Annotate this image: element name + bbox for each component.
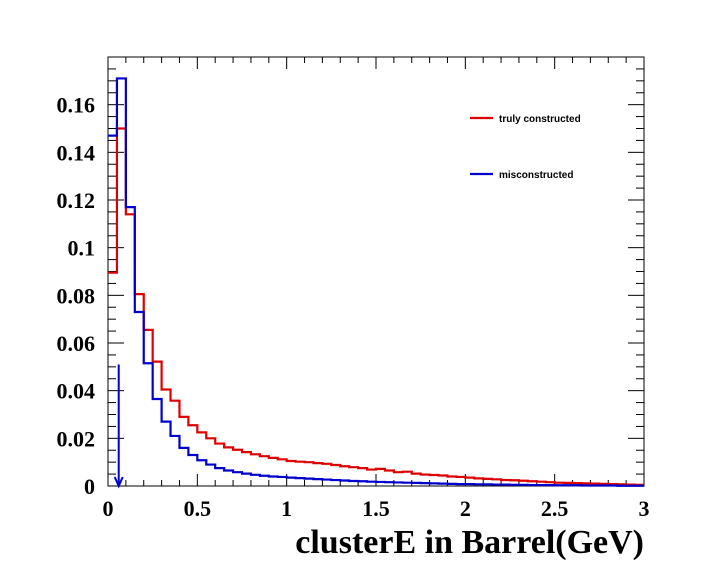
x-axis-title: clusterE in Barrel(GeV): [295, 524, 644, 561]
legend-label: truly constructed: [499, 114, 581, 125]
y-tick-label: 0.06: [57, 331, 96, 356]
x-tick-label: 2.5: [541, 496, 569, 521]
x-tick-label: 1.5: [362, 496, 390, 521]
x-tick-label: 3: [639, 496, 650, 521]
y-tick-label: 0.16: [57, 93, 96, 118]
tick-labels: 0 0.5 1 1.5 2 2.5 3 0 0.02 0.04 0.06 0.08 0.1 0.12 0.1…: [57, 93, 650, 521]
y-tick-label: 0.1: [68, 236, 96, 261]
series-layer: [108, 77, 644, 487]
y-tick-label: 0.02: [57, 426, 96, 451]
y-tick-label: 0: [84, 474, 95, 499]
y-tick-label: 0.12: [57, 188, 96, 213]
legend: truly constructed misconstructed: [470, 114, 581, 181]
y-tick-label: 0.08: [57, 283, 96, 308]
x-tick-label: 0.5: [184, 496, 212, 521]
arrow-head: [113, 476, 124, 489]
axis-ticks: [107, 57, 645, 487]
series-line-truly-constructed: [108, 127, 644, 486]
x-tick-label: 0: [103, 496, 114, 521]
y-tick-label: 0.14: [57, 140, 96, 165]
x-tick-label: 2: [460, 496, 471, 521]
legend-label: misconstructed: [499, 170, 573, 181]
annotation-layer: [113, 364, 124, 489]
x-tick-label: 1: [281, 496, 292, 521]
series-line-misconstructed: [108, 77, 644, 487]
y-tick-label: 0.04: [57, 379, 96, 404]
